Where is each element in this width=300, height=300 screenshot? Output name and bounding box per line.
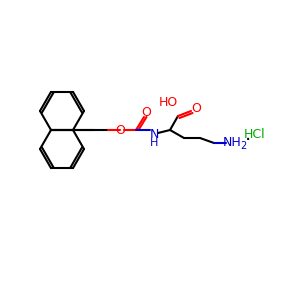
Text: HCl: HCl [244, 128, 266, 142]
Text: O: O [115, 124, 125, 136]
Text: 2: 2 [240, 141, 246, 151]
Text: N: N [149, 128, 159, 142]
Text: ·: · [245, 131, 251, 151]
Text: HO: HO [158, 97, 178, 110]
Text: O: O [191, 101, 201, 115]
Text: NH: NH [223, 136, 242, 149]
Text: O: O [141, 106, 151, 118]
Text: H: H [150, 138, 158, 148]
